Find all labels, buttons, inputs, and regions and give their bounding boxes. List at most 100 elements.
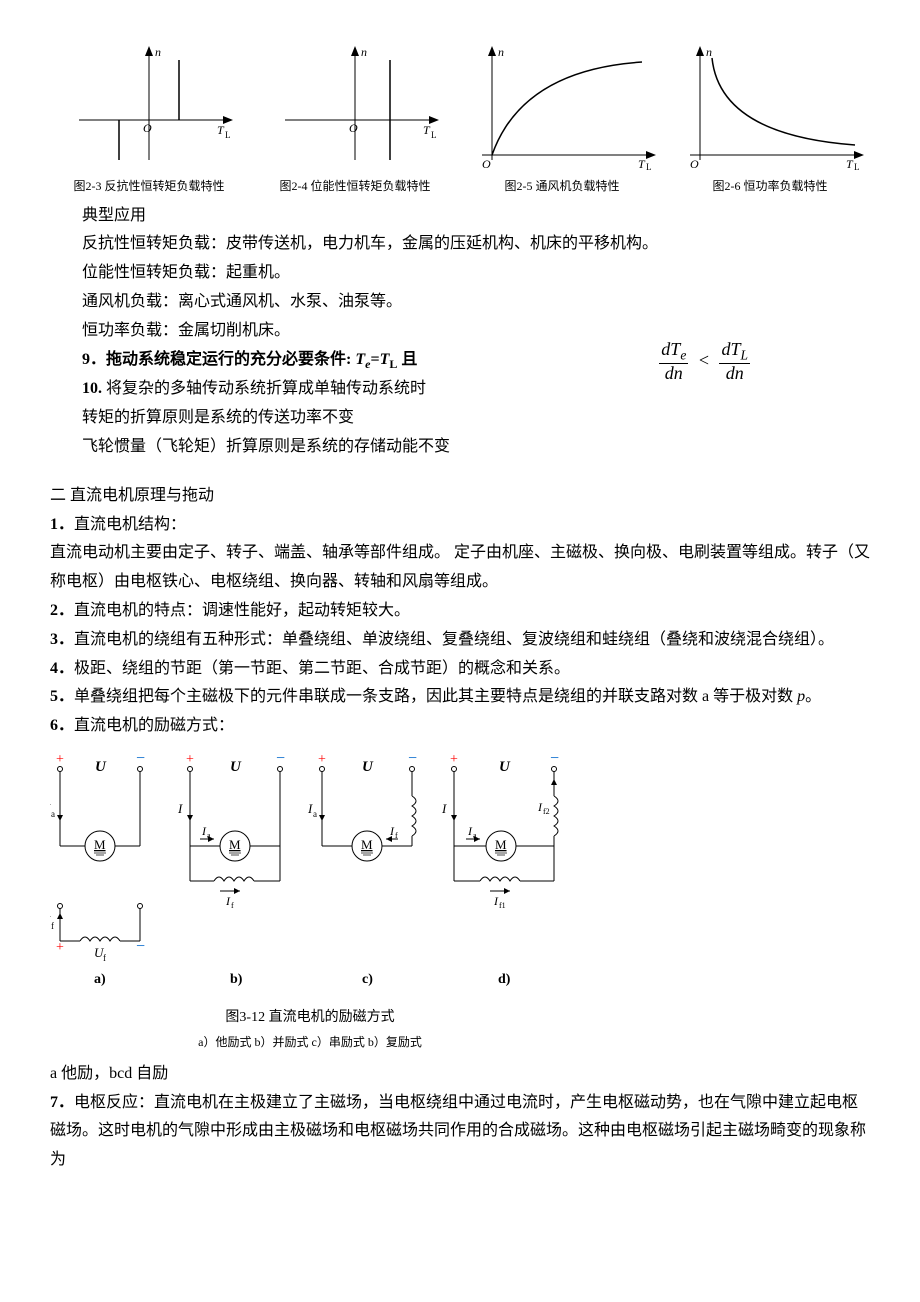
item-9-tail: : Te=TL 且 xyxy=(346,351,417,368)
svg-text:O: O xyxy=(349,121,358,135)
svg-text:a: a xyxy=(51,809,55,819)
sec2-item3: 3．直流电机的绕组有五种形式：单叠绕组、单波绕组、复叠绕组、复波绕组和蛙绕组（叠… xyxy=(50,626,870,655)
sec2-item7: 7．电枢反应：直流电机在主极建立了主磁场，当电枢绕组中通过电流时，产生电枢磁动势… xyxy=(50,1089,870,1175)
sec2-item6: 6．直流电机的励磁方式： xyxy=(50,712,870,741)
svg-text:n: n xyxy=(706,45,712,59)
fig-2-5-svg: n O T L xyxy=(462,40,662,170)
svg-text:M: M xyxy=(495,837,507,852)
fig-3-12-caption: 图3-12 直流电机的励磁方式 xyxy=(50,1005,570,1030)
svg-text:L: L xyxy=(646,162,652,170)
fig-2-3: n O T L 图2-3 反抗性恒转矩负载特性 xyxy=(50,40,248,198)
app-1: 反抗性恒转矩负载：皮带传送机，电力机车，金属的压延机构、机床的平移机构。 xyxy=(50,230,870,259)
svg-text:I: I xyxy=(177,801,183,816)
sec2-i2-label: 2． xyxy=(50,602,74,619)
svg-text:U: U xyxy=(95,759,107,775)
svg-text:+: + xyxy=(56,940,64,955)
fig-2-6-svg: n O T L xyxy=(670,40,870,170)
sec2-i1-body: 直流电动机主要由定子、转子、端盖、轴承等部件组成。 定子由机座、主磁极、换向极、… xyxy=(50,539,870,597)
svg-text:n: n xyxy=(498,45,504,59)
fig-2-4-caption: 图2-4 位能性恒转矩负载特性 xyxy=(280,176,431,198)
sec2-i6-body: 直流电机的励磁方式： xyxy=(74,717,234,734)
sec2-item1: 1．直流电机结构： xyxy=(50,511,870,540)
svg-text:f1: f1 xyxy=(499,901,506,910)
sec2-i4-body: 极距、绕组的节距（第一节距、第二节距、合成节距）的概念和关系。 xyxy=(74,660,570,677)
svg-text:n: n xyxy=(155,45,161,59)
fig-2-5: n O T L 图2-5 通风机负载特性 xyxy=(462,40,662,198)
fig-2-4: n O T L 图2-4 位能性恒转矩负载特性 xyxy=(256,40,454,198)
app-2: 位能性恒转矩负载：起重机。 xyxy=(50,259,870,288)
svg-text:L: L xyxy=(431,130,437,140)
svg-text:+: + xyxy=(450,752,458,767)
svg-text:U: U xyxy=(362,759,374,775)
fig-3-12-subcaption: a）他励式 b）并励式 c）串励式 b）复励式 xyxy=(50,1032,570,1054)
svg-text:T: T xyxy=(846,157,854,170)
fig-2-5-caption: 图2-5 通风机负载特性 xyxy=(505,176,620,198)
svg-text:b): b) xyxy=(230,972,243,987)
svg-text:M: M xyxy=(94,837,106,852)
sec2-i1-head: 直流电机结构： xyxy=(74,516,186,533)
fig-2-3-svg: n O T L xyxy=(59,40,239,170)
sec2-i1-label: 1． xyxy=(50,516,74,533)
sec2-i5-body: 单叠绕组把每个主磁极下的元件串联成一条支路，因此其主要特点是绕组的并联支路对数 … xyxy=(74,688,821,705)
sec2-i3-label: 3． xyxy=(50,631,74,648)
sec2-i2-body: 直流电机的特点：调速性能好，起动转矩较大。 xyxy=(74,602,410,619)
figure-row-characteristics: n O T L 图2-3 反抗性恒转矩负载特性 n O T L 图2-4 位能性… xyxy=(50,40,870,198)
svg-text:f: f xyxy=(103,953,106,963)
after-fig-text: a 他励，bcd 自励 xyxy=(50,1065,168,1082)
sec2-item4: 4．极距、绕组的节距（第一节距、第二节距、合成节距）的概念和关系。 xyxy=(50,655,870,684)
svg-text:f2: f2 xyxy=(543,807,550,816)
svg-text:a): a) xyxy=(94,972,106,987)
fig-2-6-caption: 图2-6 恒功率负载特性 xyxy=(713,176,828,198)
svg-text:I: I xyxy=(441,801,447,816)
svg-text:a: a xyxy=(207,831,211,840)
svg-text:f: f xyxy=(231,901,234,910)
svg-text:L: L xyxy=(225,130,231,140)
section-2-title: 二 直流电机原理与拖动 xyxy=(50,482,870,511)
sec2-i4-label: 4． xyxy=(50,660,74,677)
item-9-wrap: 9．拖动系统稳定运行的充分必要条件: Te=TL 且 dTe dn < dTL … xyxy=(50,346,870,376)
sec2-i3-body: 直流电机的绕组有五种形式：单叠绕组、单波绕组、复叠绕组、复波绕组和蛙绕组（叠绕和… xyxy=(74,631,834,648)
ineq-den1: dn xyxy=(663,364,685,384)
sec2-item2: 2．直流电机的特点：调速性能好，起动转矩较大。 xyxy=(50,597,870,626)
svg-text:T: T xyxy=(423,123,431,137)
svg-text:d): d) xyxy=(498,972,511,987)
ineq-num1-sub: e xyxy=(680,347,686,362)
svg-text:L: L xyxy=(854,162,860,170)
svg-text:n: n xyxy=(361,45,367,59)
apps-title: 典型应用 xyxy=(50,202,870,231)
ineq-num2: dT xyxy=(721,339,740,359)
item-9-text: 拖动系统稳定运行的充分必要条件 xyxy=(106,351,346,368)
svg-text:+: + xyxy=(186,752,194,767)
sec2-i7-body: 电枢反应：直流电机在主极建立了主磁场，当电枢绕组中通过电流时，产生电枢磁动势，也… xyxy=(50,1094,866,1169)
svg-text:+: + xyxy=(56,752,64,767)
item-10-line3: 飞轮惯量（飞轮矩）折算原则是系统的存储动能不变 xyxy=(50,433,870,462)
svg-text:M: M xyxy=(229,837,241,852)
svg-text:−: − xyxy=(408,751,417,767)
svg-text:T: T xyxy=(217,123,225,137)
fig-2-6: n O T L 图2-6 恒功率负载特性 xyxy=(670,40,870,198)
svg-text:−: − xyxy=(550,751,559,767)
ineq-num1: dT xyxy=(661,339,680,359)
svg-text:O: O xyxy=(482,157,491,170)
sec2-i7-label: 7． xyxy=(50,1094,74,1111)
sec2-item5: 5．单叠绕组把每个主磁极下的元件串联成一条支路，因此其主要特点是绕组的并联支路对… xyxy=(50,683,870,712)
svg-text:T: T xyxy=(638,157,646,170)
fig-3-12: + − U M I a + − U f I f a) + − U xyxy=(50,751,870,1001)
svg-text:f: f xyxy=(51,921,54,931)
svg-text:a: a xyxy=(473,831,477,840)
sec2-i6-label: 6． xyxy=(50,717,74,734)
svg-text:a: a xyxy=(313,809,317,819)
item-10-line2: 转矩的折算原则是系统的传送功率不变 xyxy=(50,404,870,433)
fig-2-4-svg: n O T L xyxy=(265,40,445,170)
svg-text:+: + xyxy=(318,752,326,767)
svg-text:U: U xyxy=(499,759,511,775)
stability-inequality: dTe dn < dTL dn xyxy=(659,340,750,384)
ineq-num2-sub: L xyxy=(740,347,748,362)
fig-3-12-svg: + − U M I a + − U f I f a) + − U xyxy=(50,751,570,1001)
svg-text:O: O xyxy=(143,121,152,135)
svg-text:f: f xyxy=(395,831,398,840)
fig-2-3-caption: 图2-3 反抗性恒转矩负载特性 xyxy=(74,176,225,198)
after-fig-line: a 他励，bcd 自励 xyxy=(50,1060,870,1089)
svg-text:M: M xyxy=(361,837,373,852)
svg-text:O: O xyxy=(690,157,699,170)
